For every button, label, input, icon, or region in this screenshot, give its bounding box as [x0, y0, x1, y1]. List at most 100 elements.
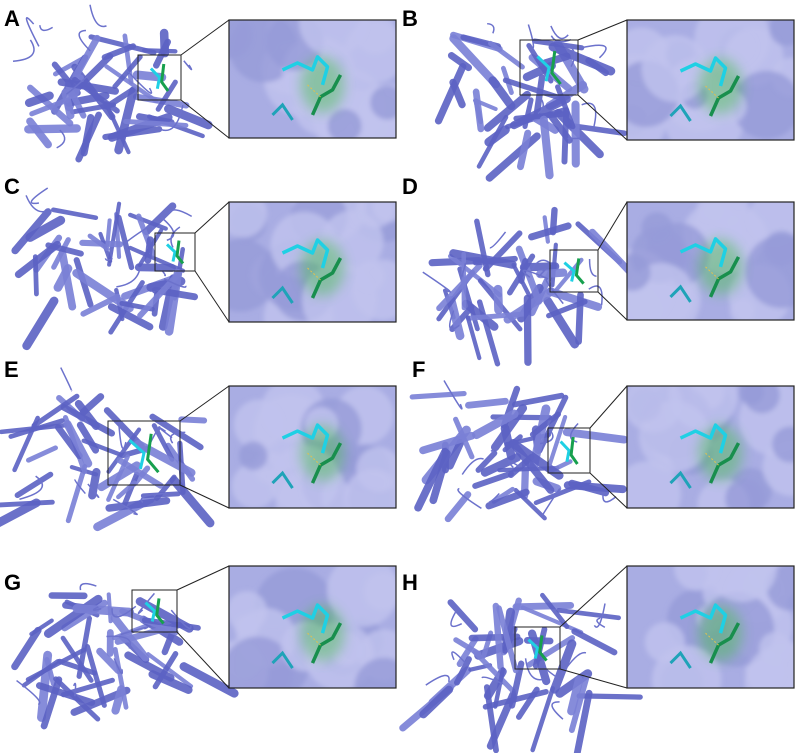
residue	[569, 436, 579, 465]
protein-structure	[422, 206, 637, 367]
ribbon	[541, 52, 571, 67]
ribbon	[84, 644, 107, 708]
ribbon	[58, 249, 77, 311]
ribbon	[164, 104, 213, 130]
protein-structure	[11, 582, 239, 730]
surface-blob	[641, 35, 709, 103]
ribbon	[453, 656, 472, 686]
ribbon	[149, 413, 204, 451]
ribbon	[0, 498, 41, 527]
ribbon	[14, 240, 62, 279]
ribbon	[134, 439, 196, 477]
ribbon	[112, 646, 129, 710]
loop	[112, 498, 138, 516]
loop	[65, 72, 92, 95]
panel: D	[402, 174, 795, 367]
surface-blob	[745, 234, 794, 309]
selection-box	[549, 249, 599, 293]
zoom-view	[229, 20, 396, 138]
loop	[163, 278, 187, 288]
ligand	[281, 423, 330, 454]
ribbon	[79, 393, 105, 416]
loop	[539, 430, 554, 445]
panel-label: A	[4, 6, 20, 31]
loop	[25, 17, 40, 47]
ribbon	[44, 657, 57, 687]
connector	[176, 565, 230, 591]
ribbon	[72, 603, 135, 617]
ribbon	[537, 394, 569, 453]
ligand	[536, 55, 551, 82]
ribbon	[60, 635, 94, 683]
h-bond	[705, 632, 719, 646]
surface-blob	[627, 461, 681, 508]
ribbon	[483, 684, 499, 753]
ribbon	[493, 284, 503, 315]
ribbon	[567, 676, 584, 716]
h-bond	[307, 84, 321, 98]
surface-blob	[298, 20, 369, 57]
selection-box	[514, 626, 561, 670]
selection-box	[519, 39, 579, 96]
zoom-frame	[228, 201, 397, 323]
h-bond	[307, 452, 321, 466]
surface-blob	[627, 386, 683, 433]
ribbon	[111, 685, 126, 715]
ribbon	[484, 125, 510, 147]
panel-label: C	[4, 174, 20, 199]
residue	[550, 50, 562, 85]
connector	[176, 631, 230, 689]
ribbon	[449, 34, 501, 89]
surface-blob	[725, 478, 766, 508]
loop	[25, 195, 46, 213]
ribbon	[516, 129, 532, 171]
residue	[538, 635, 548, 662]
residue	[160, 63, 170, 92]
ribbon	[409, 391, 467, 400]
ribbon	[60, 677, 115, 698]
loop	[170, 609, 192, 630]
surface-blob	[772, 426, 794, 463]
ribbon	[482, 230, 523, 272]
ribbon	[61, 88, 75, 120]
ribbon	[116, 214, 135, 271]
ribbon	[87, 233, 110, 252]
surface-blob	[327, 109, 362, 138]
ribbon	[21, 659, 60, 688]
surface-blob	[370, 85, 396, 120]
ribbon	[14, 471, 54, 499]
loop	[30, 187, 49, 205]
panel: H	[399, 565, 795, 753]
residue	[310, 622, 343, 664]
ribbon	[465, 397, 509, 409]
panel: C	[4, 174, 397, 351]
ribbon	[496, 605, 519, 674]
ribbon	[141, 48, 178, 54]
residue	[271, 102, 294, 121]
loop	[488, 492, 500, 503]
surface-blob	[238, 441, 268, 471]
surface-blob	[354, 657, 396, 688]
panel-label: E	[4, 357, 19, 382]
ribbon	[164, 269, 183, 336]
ribbon	[568, 674, 590, 734]
surface-blob	[738, 386, 764, 405]
loop	[106, 635, 131, 649]
ribbon	[472, 649, 516, 694]
panel-label: B	[402, 6, 418, 31]
loop	[159, 105, 184, 131]
ribbon	[122, 471, 140, 507]
loop	[461, 457, 484, 475]
loop	[113, 658, 123, 675]
loop	[481, 676, 504, 685]
zoom-frame	[228, 565, 397, 689]
ribbon	[152, 651, 179, 690]
ribbon	[523, 294, 532, 366]
zoom-view	[229, 386, 396, 508]
ribbon	[8, 418, 65, 439]
residue	[708, 75, 741, 117]
ribbon	[488, 40, 525, 70]
ribbon	[511, 392, 565, 408]
ribbon	[532, 38, 585, 51]
loop	[507, 459, 521, 468]
